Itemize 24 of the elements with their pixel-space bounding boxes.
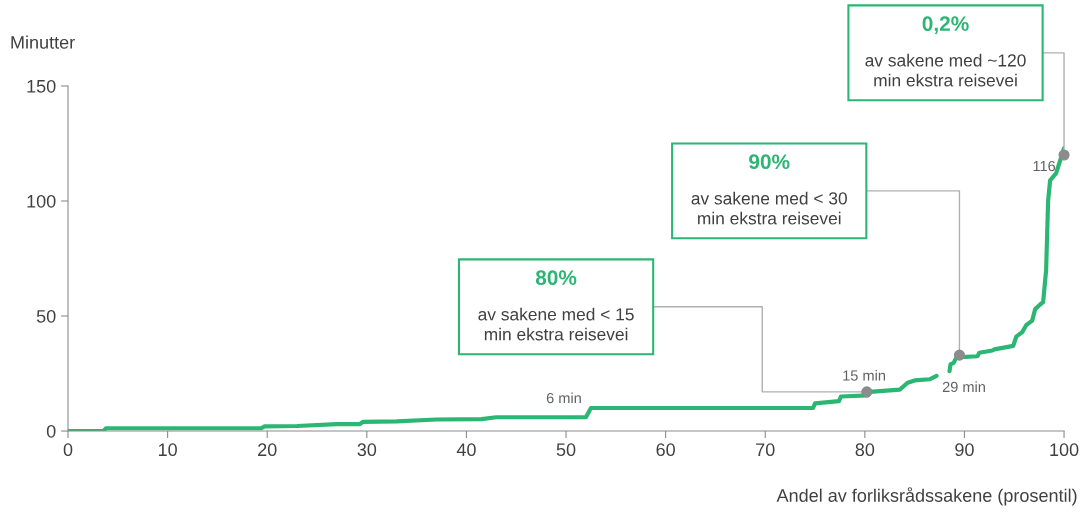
y-tick-label: 100 bbox=[27, 194, 56, 208]
y-tick-label: 50 bbox=[36, 309, 56, 323]
x-tick-label: 60 bbox=[656, 443, 675, 457]
x-tick-label: 40 bbox=[456, 443, 476, 457]
x-tick-label: 80 bbox=[855, 443, 875, 457]
x-tick-label: 0 bbox=[63, 443, 73, 457]
y-tick-label: 0 bbox=[46, 424, 56, 438]
annotation: 6 min bbox=[546, 392, 581, 404]
annotation: 0,2% av sakene med ~120 min ekstra reisevei bbox=[865, 16, 1026, 87]
annotation: 15 min bbox=[843, 369, 885, 381]
x-tick-label: 70 bbox=[756, 443, 775, 457]
x-tick-label: 50 bbox=[556, 443, 576, 457]
x-tick-label: 100 bbox=[1050, 443, 1079, 457]
y-axis-title: Minutter bbox=[11, 35, 75, 49]
x-tick-label: 10 bbox=[158, 443, 177, 457]
x-tick-label: 90 bbox=[955, 443, 974, 457]
x-tick-label: 20 bbox=[258, 443, 277, 457]
x-tick-label: 30 bbox=[357, 443, 377, 457]
annotation: 29 min bbox=[942, 381, 985, 393]
x-axis-title: Andel av forliksrådssakene (prosentil) bbox=[776, 487, 1077, 506]
annotation: 116 bbox=[1033, 160, 1056, 172]
annotation: 90% av sakene med < 30 min ekstra reisevei bbox=[691, 154, 847, 225]
annotation: 80% av sakene med < 15 min ekstra reisevei bbox=[478, 270, 634, 341]
y-tick-label: 150 bbox=[27, 79, 56, 93]
